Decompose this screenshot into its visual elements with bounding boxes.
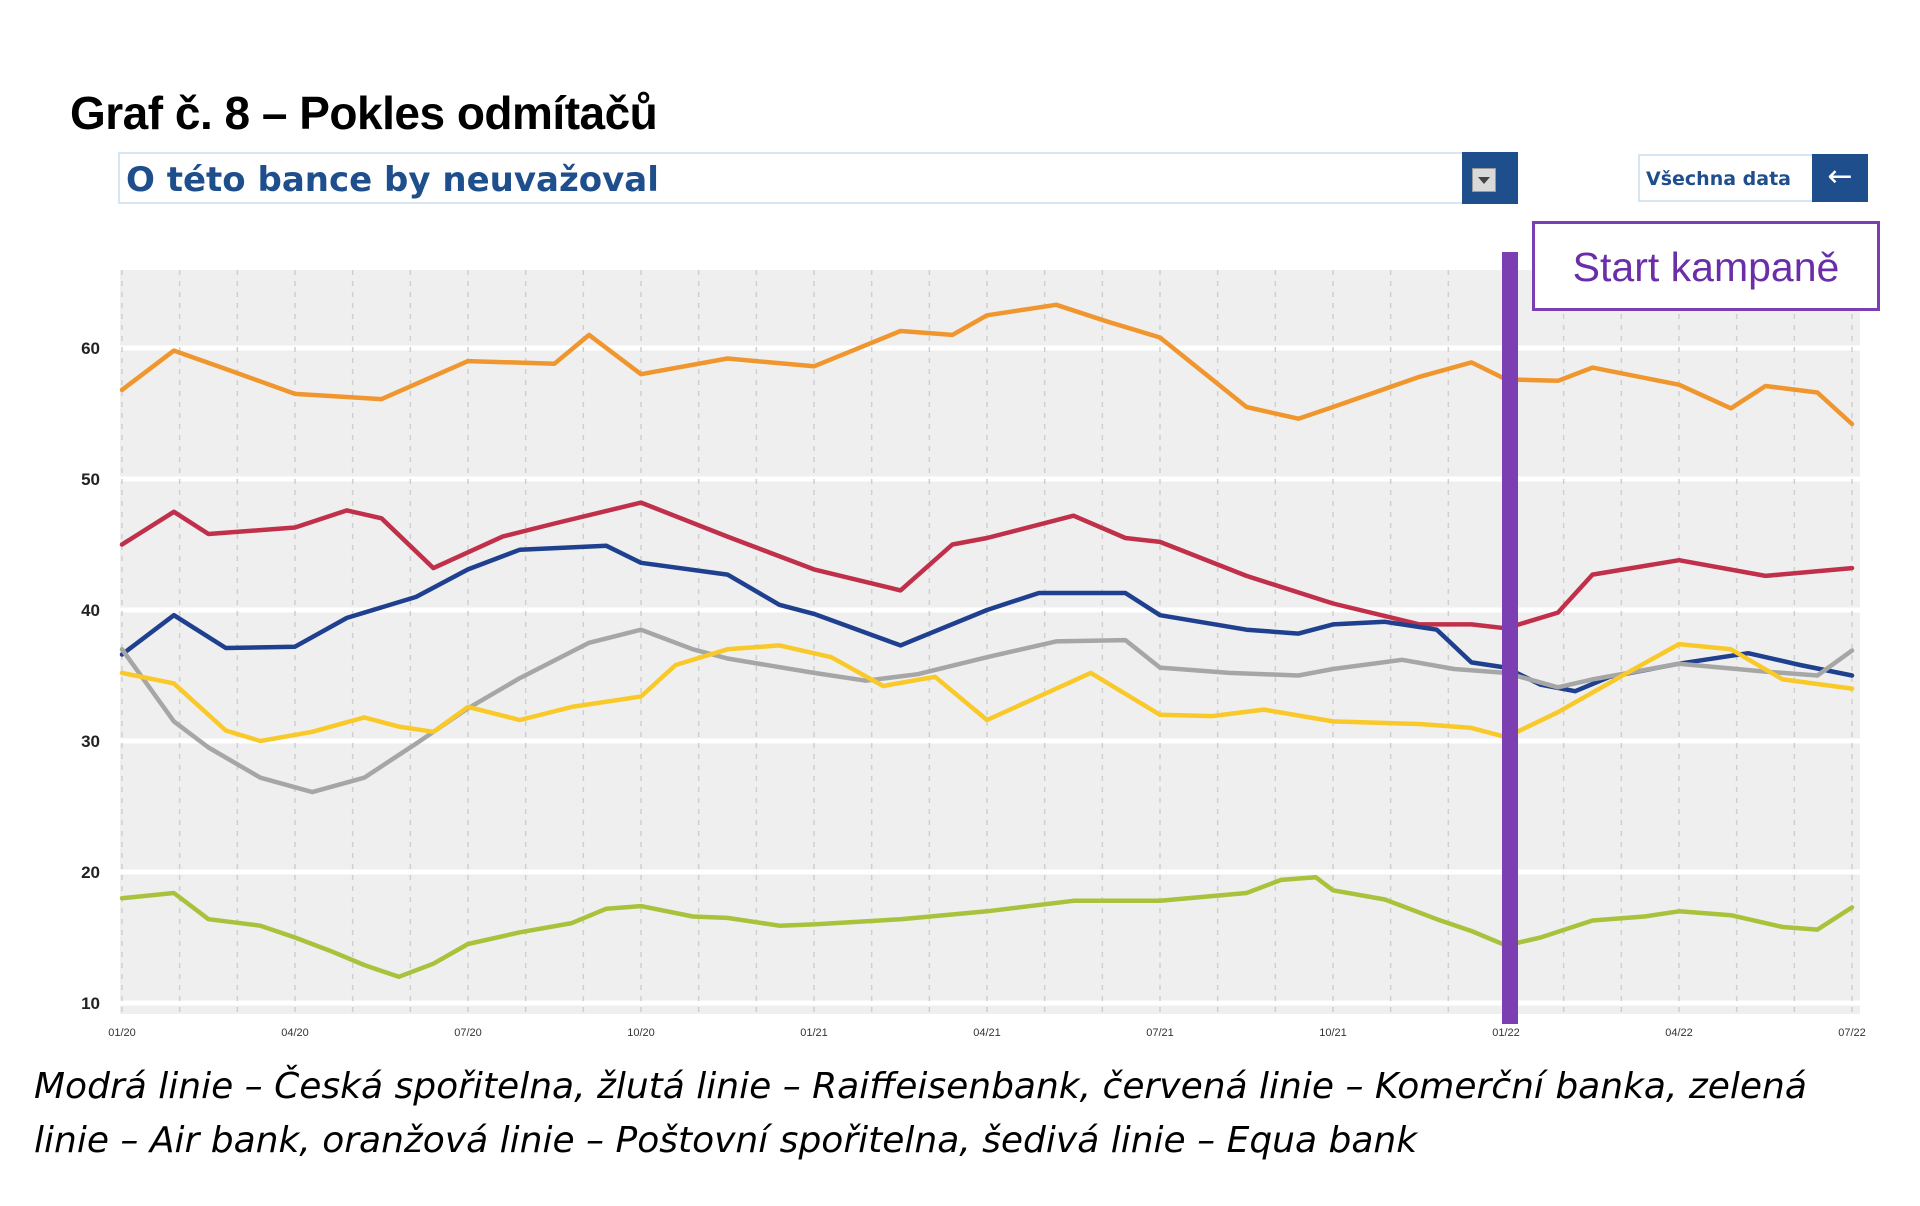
series-line-yellow <box>119 641 1855 744</box>
x-tick-label: 10/21 <box>1319 1027 1347 1039</box>
series-line-green <box>119 874 1855 980</box>
line-chart: 10 20 30 40 50 60 01/20 04/20 07/20 10/20 01/21 04… <box>81 252 1866 1039</box>
x-tick-label: 07/22 <box>1838 1027 1866 1039</box>
series-line-red <box>119 500 1855 631</box>
series-line-gray <box>119 627 1855 795</box>
chart-title: Graf č. 8 – Pokles odmítačů <box>70 87 658 139</box>
all-data-button[interactable]: Všechna data ← <box>1638 154 1868 202</box>
series-line-orange <box>119 302 1855 427</box>
x-tick-label: 01/21 <box>800 1027 828 1039</box>
caption-line-2: linie – Air bank, oranžová linie – Pošto… <box>34 1120 1418 1161</box>
series-line-blue <box>119 543 1855 694</box>
x-tick-label: 01/22 <box>1492 1027 1520 1039</box>
chart-caption: Modrá linie – Česká spořitelna, žlutá li… <box>34 1060 1894 1168</box>
x-tick-label: 07/20 <box>454 1027 482 1039</box>
x-axis-ticks: 01/20 04/20 07/20 10/20 01/21 04/21 07/21 10/21… <box>108 1027 1866 1039</box>
campaign-callout: Start kampaně <box>1532 221 1880 311</box>
campaign-marker-line <box>1502 252 1518 1024</box>
y-tick-label: 30 <box>81 732 100 751</box>
series-lines <box>119 302 1855 980</box>
question-dropdown[interactable]: O této bance by neuvažoval <box>118 152 1518 204</box>
arrow-left-icon[interactable]: ← <box>1812 154 1868 202</box>
x-tick-label: 04/21 <box>973 1027 1001 1039</box>
x-tick-label: 10/20 <box>627 1027 655 1039</box>
y-tick-label: 60 <box>81 339 100 358</box>
dropdown-selected-value: O této bance by neuvažoval <box>126 160 659 200</box>
dropdown-filter-icon[interactable] <box>1462 152 1518 204</box>
x-tick-label: 07/21 <box>1146 1027 1174 1039</box>
x-tick-label: 04/22 <box>1665 1027 1693 1039</box>
y-tick-label: 20 <box>81 863 100 882</box>
y-tick-label: 40 <box>81 601 100 620</box>
campaign-label: Start kampaně <box>1572 244 1840 290</box>
y-tick-label: 50 <box>81 470 100 489</box>
all-data-label: Všechna data <box>1646 168 1791 190</box>
y-axis-ticks: 10 20 30 40 50 60 <box>81 339 100 1013</box>
y-tick-label: 10 <box>81 994 100 1013</box>
x-tick-label: 01/20 <box>108 1027 136 1039</box>
caption-line-1: Modrá linie – Česká spořitelna, žlutá li… <box>34 1066 1807 1107</box>
plot-area <box>120 270 1860 1014</box>
x-tick-label: 04/20 <box>281 1027 309 1039</box>
